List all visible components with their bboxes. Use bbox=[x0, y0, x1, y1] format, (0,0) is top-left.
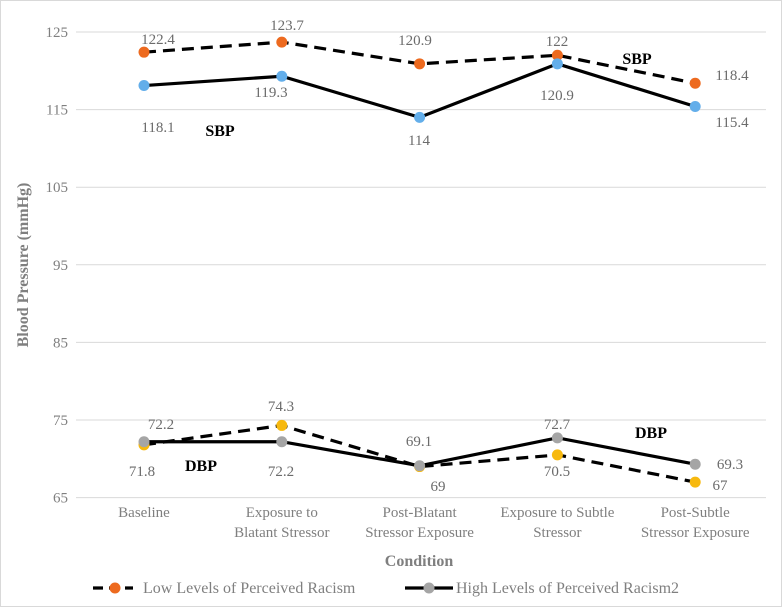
x-tick-label: Blatant Stressor bbox=[234, 525, 329, 541]
data-point bbox=[414, 58, 426, 70]
data-label: 69 bbox=[431, 479, 446, 495]
y-tick-label: 105 bbox=[46, 180, 69, 196]
y-tick-label: 95 bbox=[53, 258, 68, 274]
legend-label: High Levels of Perceived Racism2 bbox=[456, 580, 679, 597]
data-label: 69.3 bbox=[717, 457, 743, 473]
data-label: 72.7 bbox=[544, 417, 571, 433]
data-point bbox=[276, 36, 288, 48]
data-point bbox=[138, 80, 150, 92]
data-label: 115.4 bbox=[715, 115, 749, 131]
x-tick-label: Stressor bbox=[533, 525, 581, 541]
y-tick-label: 65 bbox=[53, 491, 68, 507]
y-tick-label: 75 bbox=[53, 413, 68, 429]
data-point bbox=[138, 436, 150, 448]
series-annotation: SBP bbox=[205, 123, 235, 140]
x-tick-label: Exposure to Subtle bbox=[500, 505, 614, 521]
series-annotation: DBP bbox=[185, 458, 217, 475]
x-tick-label: Stressor Exposure bbox=[365, 525, 474, 541]
x-tick-label: Stressor Exposure bbox=[641, 525, 750, 541]
data-point bbox=[689, 458, 701, 470]
data-point bbox=[551, 432, 563, 444]
data-point bbox=[689, 77, 701, 89]
y-tick-label: 125 bbox=[46, 25, 69, 41]
series-annotation: SBP bbox=[622, 51, 652, 68]
x-tick-label: Post-Blatant bbox=[383, 505, 458, 521]
data-point bbox=[414, 460, 426, 472]
data-label: 71.8 bbox=[129, 464, 155, 480]
data-label: 69.1 bbox=[406, 434, 432, 450]
data-label: 118.4 bbox=[715, 68, 749, 84]
data-label: 118.1 bbox=[141, 120, 174, 136]
data-label: 114 bbox=[408, 133, 430, 149]
x-axis-title: Condition bbox=[385, 553, 454, 570]
legend-label: Low Levels of Perceived Racism bbox=[143, 580, 356, 597]
data-label: 119.3 bbox=[254, 85, 287, 101]
legend-marker bbox=[423, 582, 435, 594]
data-point bbox=[551, 449, 563, 461]
data-point bbox=[138, 46, 150, 58]
series-annotation: DBP bbox=[635, 425, 667, 442]
data-label: 120.9 bbox=[398, 33, 432, 49]
data-point bbox=[276, 436, 288, 448]
y-tick-label: 85 bbox=[53, 335, 68, 351]
x-tick-label: Exposure to bbox=[246, 505, 318, 521]
data-label: 122.4 bbox=[141, 32, 175, 48]
x-tick-label: Post-Subtle bbox=[661, 505, 731, 521]
x-tick-label: Baseline bbox=[118, 505, 170, 521]
data-label: 120.9 bbox=[540, 88, 574, 104]
data-point bbox=[689, 476, 701, 488]
data-point bbox=[276, 70, 288, 82]
data-point bbox=[551, 49, 563, 61]
data-label: 72.2 bbox=[148, 417, 174, 433]
data-point bbox=[689, 100, 701, 112]
data-label: 123.7 bbox=[270, 18, 304, 34]
data-point bbox=[276, 419, 288, 431]
y-tick-label: 115 bbox=[46, 103, 68, 119]
data-label: 122 bbox=[546, 34, 569, 50]
legend-marker bbox=[109, 582, 121, 594]
data-label: 70.5 bbox=[544, 464, 570, 480]
data-label: 72.2 bbox=[268, 464, 294, 480]
data-point bbox=[551, 58, 563, 70]
data-label: 74.3 bbox=[268, 399, 294, 415]
y-axis-title: Blood Pressure (mmHg) bbox=[15, 183, 32, 348]
data-point bbox=[414, 111, 426, 123]
data-label: 67 bbox=[713, 478, 729, 494]
